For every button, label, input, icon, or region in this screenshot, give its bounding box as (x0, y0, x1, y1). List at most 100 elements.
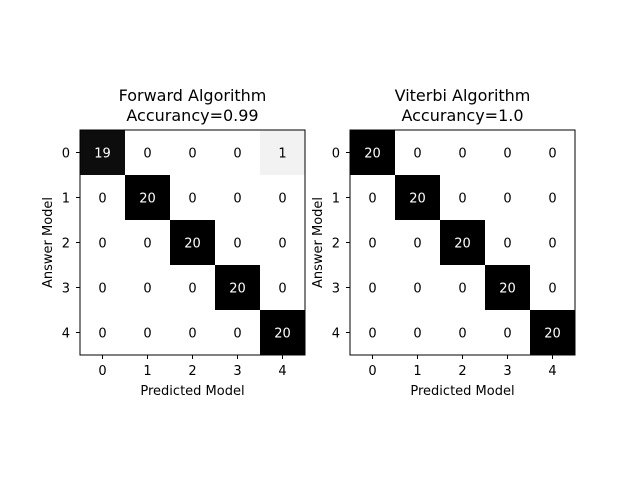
cell-value-label: 20 (544, 327, 561, 342)
cell-value-label: 20 (454, 237, 471, 252)
cell-value-label: 19 (94, 147, 111, 162)
cell-value-label: 0 (548, 282, 556, 297)
heatmap-cell (260, 175, 305, 220)
x-axis-label: Predicted Model (410, 384, 514, 399)
cell-value-label: 1 (278, 147, 286, 162)
cell-value-label: 0 (233, 192, 241, 207)
y-tick-label: 3 (62, 282, 70, 297)
x-tick-label: 2 (188, 364, 196, 379)
y-tick-label: 0 (62, 147, 70, 162)
heatmap-cell (485, 220, 530, 265)
heatmap-cell (530, 220, 575, 265)
heatmap-cell (80, 220, 125, 265)
heatmap-cell (215, 175, 260, 220)
cell-value-label: 0 (368, 327, 376, 342)
cell-value-label: 0 (458, 147, 466, 162)
cell-value-label: 20 (229, 282, 246, 297)
cell-value-label: 20 (274, 327, 291, 342)
cell-value-label: 0 (278, 282, 286, 297)
heatmap-cell (215, 130, 260, 175)
cell-value-label: 0 (548, 192, 556, 207)
cell-value-label: 0 (548, 147, 556, 162)
heatmap-cell (170, 130, 215, 175)
y-tick-label: 2 (62, 237, 70, 252)
heatmap-cell (215, 265, 260, 310)
heatmap-cell (485, 310, 530, 355)
heatmap-cell (485, 265, 530, 310)
chart-title-line: Accurancy=0.99 (126, 106, 258, 125)
heatmap-cell (125, 175, 170, 220)
cell-value-label: 0 (368, 237, 376, 252)
cell-value-label: 0 (503, 327, 511, 342)
x-tick-label: 0 (368, 364, 376, 379)
cell-value-label: 0 (143, 327, 151, 342)
heatmap-cell (440, 310, 485, 355)
heatmap-cell (170, 310, 215, 355)
cell-value-label: 0 (233, 147, 241, 162)
cell-value-label: 0 (188, 192, 196, 207)
cell-value-label: 0 (503, 192, 511, 207)
heatmap-cell (440, 175, 485, 220)
heatmap-cell (530, 265, 575, 310)
cell-value-label: 0 (368, 282, 376, 297)
heatmap-cell (395, 265, 440, 310)
cell-value-label: 0 (413, 237, 421, 252)
x-tick-label: 3 (233, 364, 241, 379)
heatmap-cell (125, 310, 170, 355)
heatmap-cell (260, 220, 305, 265)
cell-value-label: 0 (98, 237, 106, 252)
heatmap-cell (440, 265, 485, 310)
x-tick-label: 4 (548, 364, 556, 379)
heatmap-cell (350, 130, 395, 175)
y-axis-label: Answer Model (311, 197, 326, 288)
heatmap-cell (530, 130, 575, 175)
cell-value-label: 20 (499, 282, 516, 297)
y-tick-label: 1 (332, 192, 340, 207)
cell-value-label: 0 (188, 147, 196, 162)
heatmap-cell (350, 265, 395, 310)
x-tick-label: 0 (98, 364, 106, 379)
y-tick-label: 0 (332, 147, 340, 162)
cell-value-label: 0 (143, 237, 151, 252)
cell-value-label: 0 (98, 192, 106, 207)
x-tick-label: 1 (413, 364, 421, 379)
cell-value-label: 20 (409, 192, 426, 207)
cell-value-label: 0 (143, 147, 151, 162)
heatmap-cell (350, 310, 395, 355)
heatmap-cell (260, 130, 305, 175)
heatmap-cell (260, 310, 305, 355)
cell-value-label: 0 (278, 237, 286, 252)
heatmap-cell (170, 175, 215, 220)
heatmap-cell (395, 175, 440, 220)
cell-value-label: 0 (458, 327, 466, 342)
cell-value-label: 0 (98, 327, 106, 342)
cell-value-label: 0 (233, 327, 241, 342)
heatmap-cell (125, 265, 170, 310)
cell-value-label: 0 (278, 192, 286, 207)
heatmap-cell (215, 310, 260, 355)
x-tick-label: 4 (278, 364, 286, 379)
x-tick-label: 3 (503, 364, 511, 379)
heatmap-cell (395, 310, 440, 355)
cell-value-label: 20 (364, 147, 381, 162)
heatmap-cell (530, 175, 575, 220)
heatmap-cell (440, 220, 485, 265)
cell-value-label: 0 (413, 147, 421, 162)
x-tick-label: 1 (143, 364, 151, 379)
cell-value-label: 0 (413, 327, 421, 342)
heatmap-cell (395, 220, 440, 265)
heatmap-cell (80, 310, 125, 355)
cell-value-label: 0 (503, 147, 511, 162)
cell-value-label: 20 (184, 237, 201, 252)
heatmap-cell (170, 220, 215, 265)
heatmap-cell (395, 130, 440, 175)
cell-value-label: 0 (188, 327, 196, 342)
heatmap-cell (80, 130, 125, 175)
y-tick-label: 4 (62, 327, 70, 342)
chart-title-line: Forward Algorithm (119, 86, 267, 105)
cell-value-label: 0 (458, 192, 466, 207)
heatmap-cell (485, 175, 530, 220)
cell-value-label: 0 (548, 237, 556, 252)
